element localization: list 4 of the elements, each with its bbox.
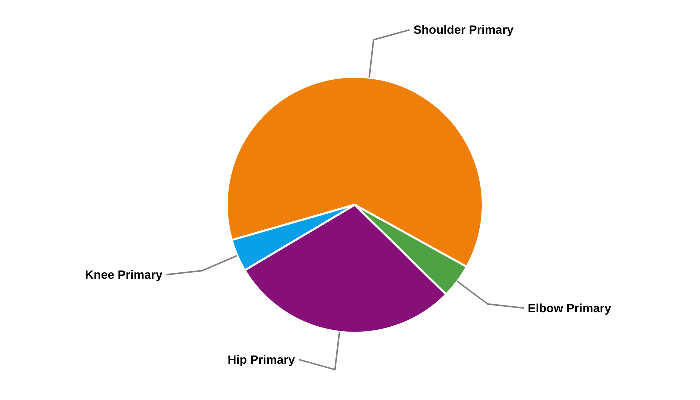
slice-label: Shoulder Primary <box>414 23 514 38</box>
slice-label: Knee Primary <box>85 268 163 282</box>
slice-label: Elbow Primary <box>528 301 612 316</box>
slice-label: Hip Primary <box>228 352 296 367</box>
